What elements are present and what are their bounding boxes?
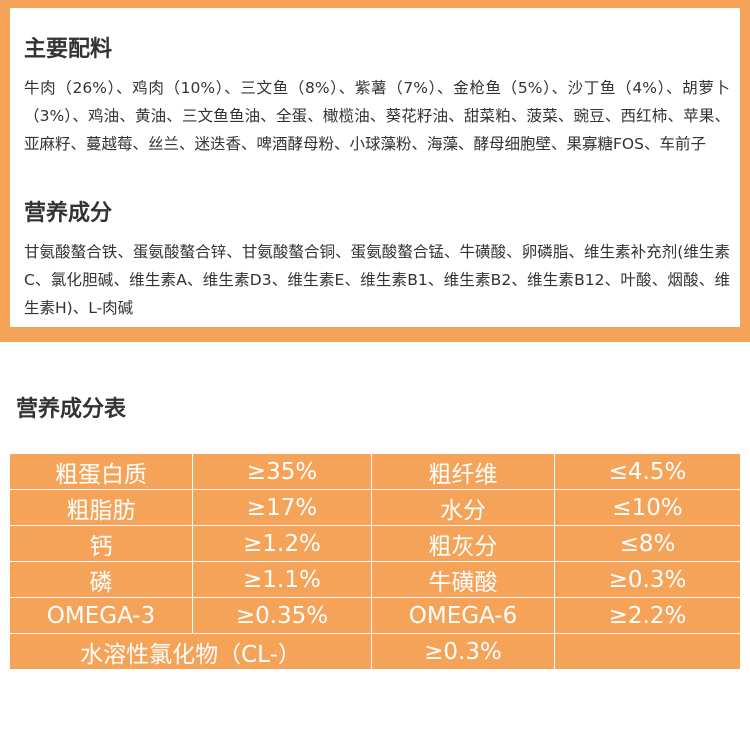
nutrition-ingredients-heading: 营养成分 — [24, 201, 113, 226]
table-cell-nutrient-name: 水溶性氯化物（CL-） — [80, 641, 301, 668]
nutrition-table: 粗蛋白质 ≥35% 粗纤维 ≤4.5% 粗脂肪 ≥17% 水分 ≤10% 钙 ≥… — [10, 454, 740, 669]
main-ingredients-text: 牛肉（26%）、鸡肉（10%）、三文鱼（8%）、紫薯（7%）、金枪鱼（5%）、沙… — [24, 79, 730, 153]
nutrition-table-title: 营养成分表 — [16, 397, 127, 422]
table-cell-nutrient-name: OMEGA-3 — [46, 602, 156, 629]
table-cell-nutrient-value: ≥1.1% — [243, 566, 321, 593]
table-cell-nutrient-name: 牛磺酸 — [428, 569, 498, 596]
ingredients-card: 主要配料 牛肉（26%）、鸡肉（10%）、三文鱼（8%）、紫薯（7%）、金枪鱼（… — [10, 8, 740, 327]
table-cell-nutrient-value: ≤4.5% — [608, 458, 687, 485]
table-divider — [10, 561, 740, 562]
table-cell-nutrient-name: 粗蛋白质 — [55, 461, 147, 488]
table-cell-nutrient-value: ≥35% — [246, 458, 318, 485]
table-cell-nutrient-value: ≥17% — [246, 494, 318, 521]
table-divider — [10, 633, 740, 634]
table-cell-nutrient-name: 粗灰分 — [428, 533, 498, 560]
table-cell-nutrient-name: 粗纤维 — [428, 461, 498, 488]
table-divider — [10, 525, 740, 526]
table-cell-nutrient-value: ≥1.2% — [243, 530, 321, 557]
table-divider — [10, 597, 740, 598]
table-cell-nutrient-value: ≤8% — [619, 530, 676, 557]
table-cell-nutrient-name: 粗脂肪 — [66, 497, 136, 524]
table-divider — [192, 454, 193, 634]
table-cell-nutrient-name: 钙 — [89, 533, 113, 560]
table-divider — [554, 454, 555, 669]
table-cell-nutrient-value: ≥0.3% — [608, 566, 687, 593]
ingredients-panel: 主要配料 牛肉（26%）、鸡肉（10%）、三文鱼（8%）、紫薯（7%）、金枪鱼（… — [0, 0, 750, 342]
table-cell-nutrient-name: 水分 — [440, 497, 486, 524]
table-divider — [10, 489, 740, 490]
table-divider — [371, 454, 372, 669]
main-ingredients-heading: 主要配料 — [24, 37, 113, 62]
table-cell-nutrient-name: OMEGA-6 — [408, 602, 518, 629]
table-cell-nutrient-name: 磷 — [89, 569, 113, 596]
table-cell-nutrient-value: ≥0.3% — [424, 638, 502, 665]
nutrition-ingredients-text: 甘氨酸螯合铁、蛋氨酸螯合锌、甘氨酸螯合铜、蛋氨酸螯合锰、牛磺酸、卵磷脂、维生素补… — [24, 243, 730, 317]
table-cell-nutrient-value: ≥2.2% — [608, 602, 687, 629]
table-cell-nutrient-value: ≥0.35% — [235, 602, 329, 629]
table-cell-nutrient-value: ≤10% — [612, 494, 683, 521]
